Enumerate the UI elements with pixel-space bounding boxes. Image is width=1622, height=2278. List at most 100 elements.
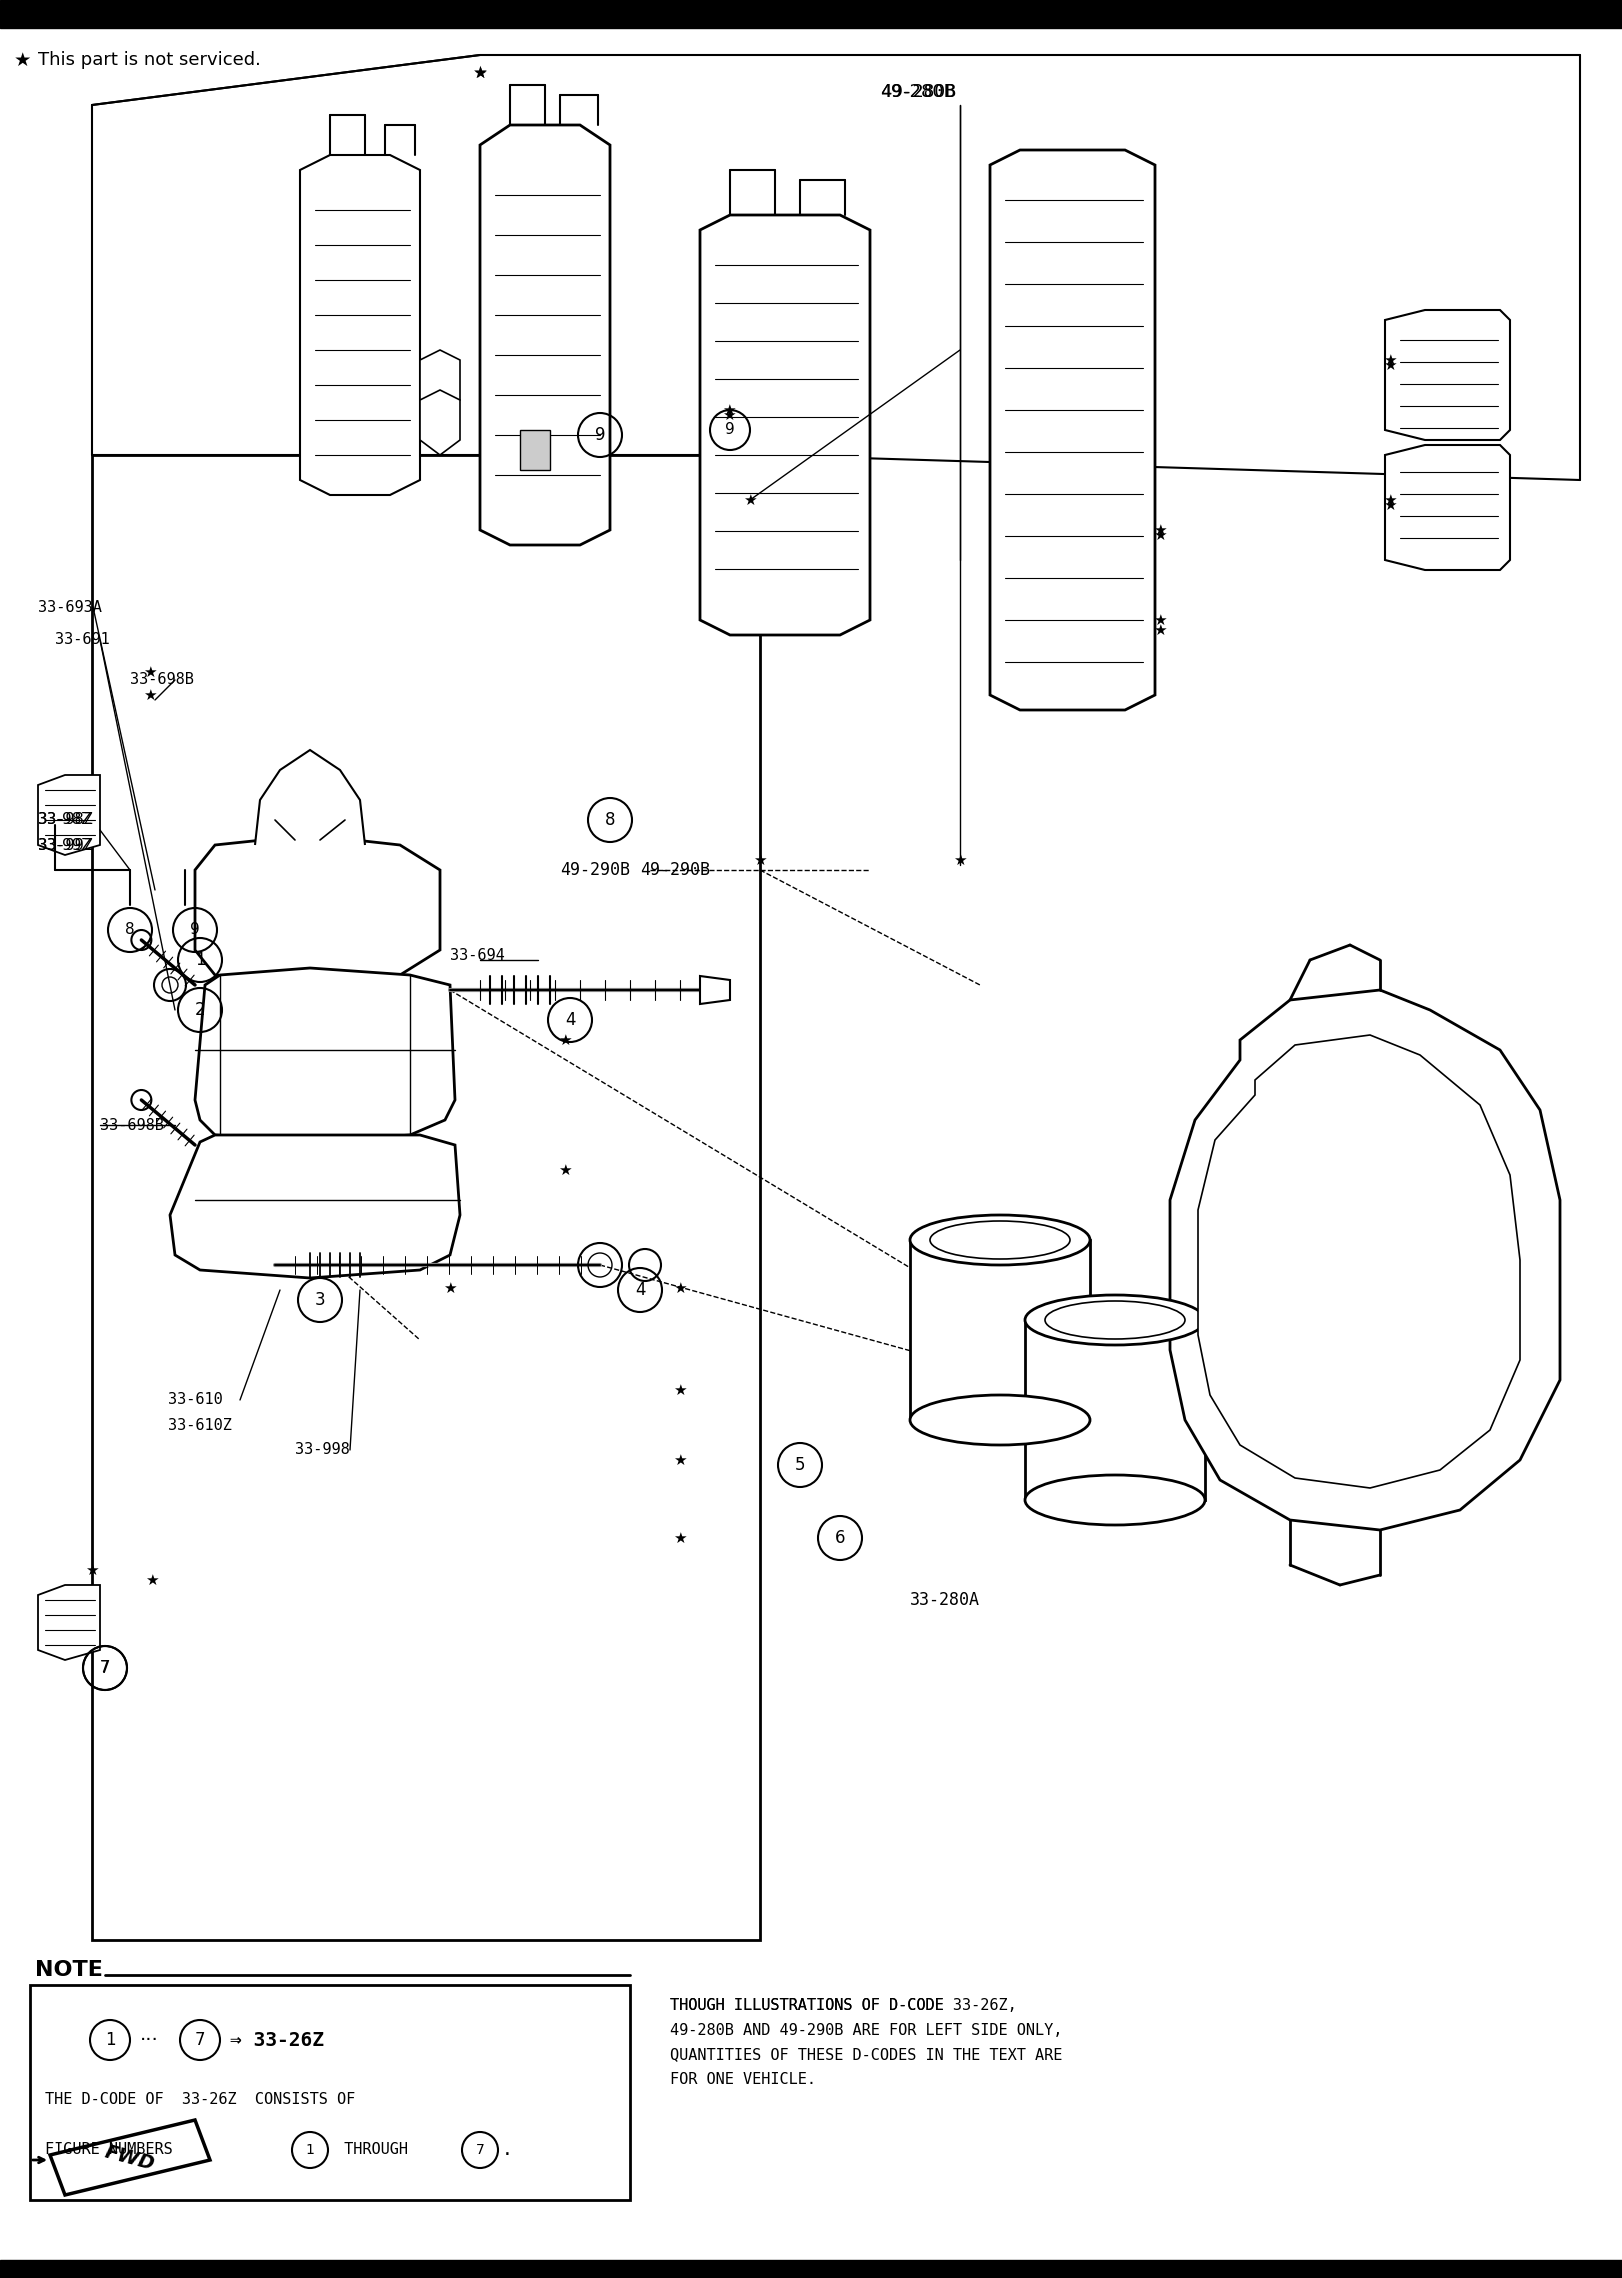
Polygon shape <box>50 2121 209 2196</box>
Text: 49-290B: 49-290B <box>560 861 629 879</box>
Text: THROUGH: THROUGH <box>336 2144 417 2157</box>
Text: 33-610Z: 33-610Z <box>169 1417 232 1433</box>
Text: 33-691: 33-691 <box>55 633 110 647</box>
Polygon shape <box>480 125 610 544</box>
Polygon shape <box>910 1239 1090 1419</box>
Text: 49-290B: 49-290B <box>641 861 710 879</box>
Text: 33-694: 33-694 <box>449 948 504 964</box>
Text: ★: ★ <box>743 492 757 508</box>
Text: 9: 9 <box>595 426 605 444</box>
Polygon shape <box>701 975 730 1005</box>
Polygon shape <box>195 836 440 984</box>
Text: 33-693A: 33-693A <box>37 599 102 615</box>
Text: ★: ★ <box>673 1453 686 1467</box>
Polygon shape <box>37 775 101 854</box>
Polygon shape <box>420 351 461 415</box>
Text: .: . <box>501 2141 513 2160</box>
Text: 4: 4 <box>564 1011 576 1030</box>
Text: ★: ★ <box>146 1572 159 1588</box>
Text: THOUGH ILLUSTRATIONS OF D-CODE: THOUGH ILLUSTRATIONS OF D-CODE <box>670 1998 952 2014</box>
Text: FIGURE NUMBERS: FIGURE NUMBERS <box>45 2144 182 2157</box>
Text: 9: 9 <box>725 421 735 437</box>
Polygon shape <box>1169 991 1560 1531</box>
Text: 2: 2 <box>195 1000 206 1018</box>
Text: ★: ★ <box>1384 497 1397 513</box>
Polygon shape <box>989 150 1155 711</box>
Text: 1: 1 <box>305 2144 315 2157</box>
Polygon shape <box>300 155 420 494</box>
Text: 6: 6 <box>835 1529 845 1547</box>
Text: 49-280B: 49-280B <box>881 82 955 100</box>
Polygon shape <box>37 1585 101 1661</box>
Text: 33-99Z: 33-99Z <box>37 838 92 852</box>
Text: 33-98Z: 33-98Z <box>37 813 92 827</box>
Text: 9: 9 <box>190 923 200 939</box>
Text: 5: 5 <box>795 1456 805 1474</box>
Text: ★: ★ <box>143 665 157 679</box>
Ellipse shape <box>1025 1294 1205 1344</box>
Text: ★: ★ <box>558 1032 573 1048</box>
Text: 4: 4 <box>634 1280 646 1298</box>
Text: ★: ★ <box>673 1383 686 1396</box>
Bar <box>0 0 1622 27</box>
Text: 7: 7 <box>475 2144 485 2157</box>
Text: 33-98Z: 33-98Z <box>37 813 92 827</box>
Text: ★: ★ <box>1153 622 1166 638</box>
Text: 3: 3 <box>315 1292 326 1310</box>
Text: 33-698B: 33-698B <box>130 672 195 688</box>
Text: ★: ★ <box>954 852 967 868</box>
Polygon shape <box>1025 1319 1205 1499</box>
Text: THE D-CODE OF  33-26Z  CONSISTS OF: THE D-CODE OF 33-26Z CONSISTS OF <box>45 2093 355 2107</box>
Text: FWD: FWD <box>102 2141 157 2173</box>
Text: ★: ★ <box>143 688 157 702</box>
Text: ★: ★ <box>722 408 736 421</box>
Text: ★: ★ <box>1384 358 1397 374</box>
Bar <box>29 1984 629 2201</box>
Text: 7: 7 <box>195 2032 206 2048</box>
Polygon shape <box>195 968 456 1141</box>
Text: NOTE: NOTE <box>36 1959 102 1980</box>
Text: 49-280B: 49-280B <box>881 82 955 100</box>
Text: ★: ★ <box>673 1531 686 1544</box>
Text: 8: 8 <box>605 811 615 829</box>
Polygon shape <box>420 390 461 456</box>
Ellipse shape <box>910 1214 1090 1264</box>
Polygon shape <box>1385 444 1510 570</box>
Text: ★: ★ <box>1153 522 1166 538</box>
Text: ★: ★ <box>13 50 31 71</box>
Polygon shape <box>521 431 550 469</box>
Text: ★: ★ <box>474 66 487 80</box>
Text: ★: ★ <box>753 852 767 868</box>
Text: 33-998: 33-998 <box>295 1442 350 1458</box>
Ellipse shape <box>1025 1474 1205 1524</box>
Text: ★: ★ <box>722 403 736 417</box>
Polygon shape <box>701 214 869 636</box>
Text: 7: 7 <box>99 1658 110 1677</box>
Text: 33-99Z: 33-99Z <box>37 838 92 852</box>
Text: ★: ★ <box>1384 353 1397 367</box>
Text: 7: 7 <box>101 1661 110 1677</box>
Text: ★: ★ <box>673 1280 686 1296</box>
Text: 1: 1 <box>195 950 206 968</box>
Text: ★: ★ <box>443 1280 457 1296</box>
Text: 33-610: 33-610 <box>169 1392 222 1408</box>
Text: 8: 8 <box>125 923 135 939</box>
Text: 33-698B: 33-698B <box>101 1118 164 1132</box>
Text: ···: ··· <box>139 2030 159 2050</box>
Text: ⇒ 33-26Z: ⇒ 33-26Z <box>230 2030 324 2050</box>
Polygon shape <box>1199 1034 1520 1488</box>
Text: ★: ★ <box>1153 528 1166 542</box>
Text: THOUGH ILLUSTRATIONS OF D-CODE 33-26Z,
49-280B AND 49-290B ARE FOR LEFT SIDE ONL: THOUGH ILLUSTRATIONS OF D-CODE 33-26Z, 4… <box>670 1998 1062 2087</box>
Text: 33-280A: 33-280A <box>910 1590 980 1608</box>
Polygon shape <box>1385 310 1510 440</box>
Polygon shape <box>170 1134 461 1278</box>
Text: ★: ★ <box>1384 492 1397 508</box>
Bar <box>0 2260 1622 2278</box>
Text: ★: ★ <box>86 1563 99 1576</box>
Text: ★: ★ <box>472 64 488 82</box>
Text: 1: 1 <box>105 2032 115 2048</box>
Polygon shape <box>255 749 365 845</box>
Text: ★: ★ <box>1153 613 1166 626</box>
Text: ★: ★ <box>558 1162 573 1178</box>
Ellipse shape <box>910 1394 1090 1444</box>
